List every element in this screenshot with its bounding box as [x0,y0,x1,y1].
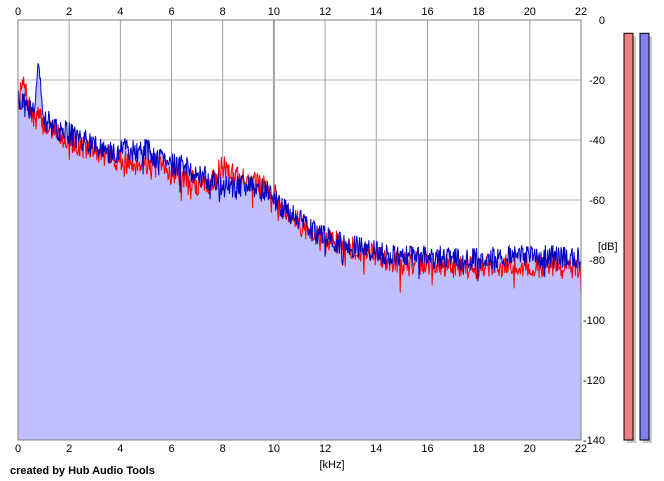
level-meter-1 [623,32,634,441]
level-meter-2 [639,32,650,441]
x-tick-label-top: 12 [319,6,331,18]
x-tick-label-bottom: 6 [168,443,174,455]
x-tick-label-top: 4 [117,6,123,18]
x-tick-label-top: 2 [66,6,72,18]
y-tick-label: -60 [589,195,605,207]
x-tick-label-bottom: 8 [220,443,226,455]
x-tick-label-top: 14 [370,6,382,18]
x-tick-label-top: 22 [575,6,587,18]
x-tick-label-bottom: 0 [15,443,21,455]
series-lines [17,63,582,295]
y-tick-label: -20 [589,75,605,87]
x-tick-label-bottom: 14 [370,443,382,455]
level-meters [623,32,652,444]
x-tick-label-bottom: 20 [524,443,536,455]
x-axis-label: [kHz] [319,459,344,471]
x-tick-label-bottom: 2 [66,443,72,455]
x-tick-label-top: 16 [421,6,433,18]
y-tick-label: -40 [589,135,605,147]
x-tick-label-top: 6 [168,6,174,18]
y-tick-label: -140 [583,435,605,447]
x-tick-label-bottom: 18 [473,443,485,455]
y-tick-label: -120 [583,375,605,387]
spectrum-series-line-2 [17,63,582,282]
x-tick-label-bottom: 4 [117,443,123,455]
x-tick-label-bottom: 16 [421,443,433,455]
x-tick-labels-bottom: 0 2 4 6 8 10 12 14 16 18 20 22 [15,443,587,455]
x-tick-label-bottom: 22 [575,443,587,455]
y-tick-label: -100 [583,315,605,327]
plot-border [17,19,582,441]
x-tick-label-bottom: 12 [319,443,331,455]
y-tick-labels: 0 -20 -40 -60 -80 -100 -120 -140 [583,15,605,447]
x-tick-label-top: 0 [15,6,21,18]
y-tick-label: 0 [599,15,605,27]
x-tick-label-top: 8 [220,6,226,18]
y-axis-label: [dB] [598,241,618,253]
x-tick-label-top: 20 [524,6,536,18]
x-tick-label-top: 10 [268,6,280,18]
y-tick-label: -80 [589,255,605,267]
x-tick-label-top: 18 [473,6,485,18]
x-tick-label-bottom: 10 [268,443,280,455]
credit-text: created by Hub Audio Tools [10,465,155,477]
spectrum-fill-area [18,63,581,441]
x-tick-labels-top: 0 2 4 6 8 10 12 14 16 18 20 22 [15,6,587,18]
